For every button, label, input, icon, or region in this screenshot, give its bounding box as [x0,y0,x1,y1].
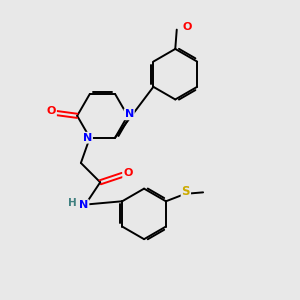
Text: N: N [79,200,88,210]
Text: N: N [83,133,92,143]
Text: O: O [123,168,133,178]
Text: O: O [46,106,56,116]
Text: H: H [68,198,77,208]
Text: N: N [124,109,134,119]
Text: O: O [182,22,192,32]
Text: S: S [182,185,190,198]
